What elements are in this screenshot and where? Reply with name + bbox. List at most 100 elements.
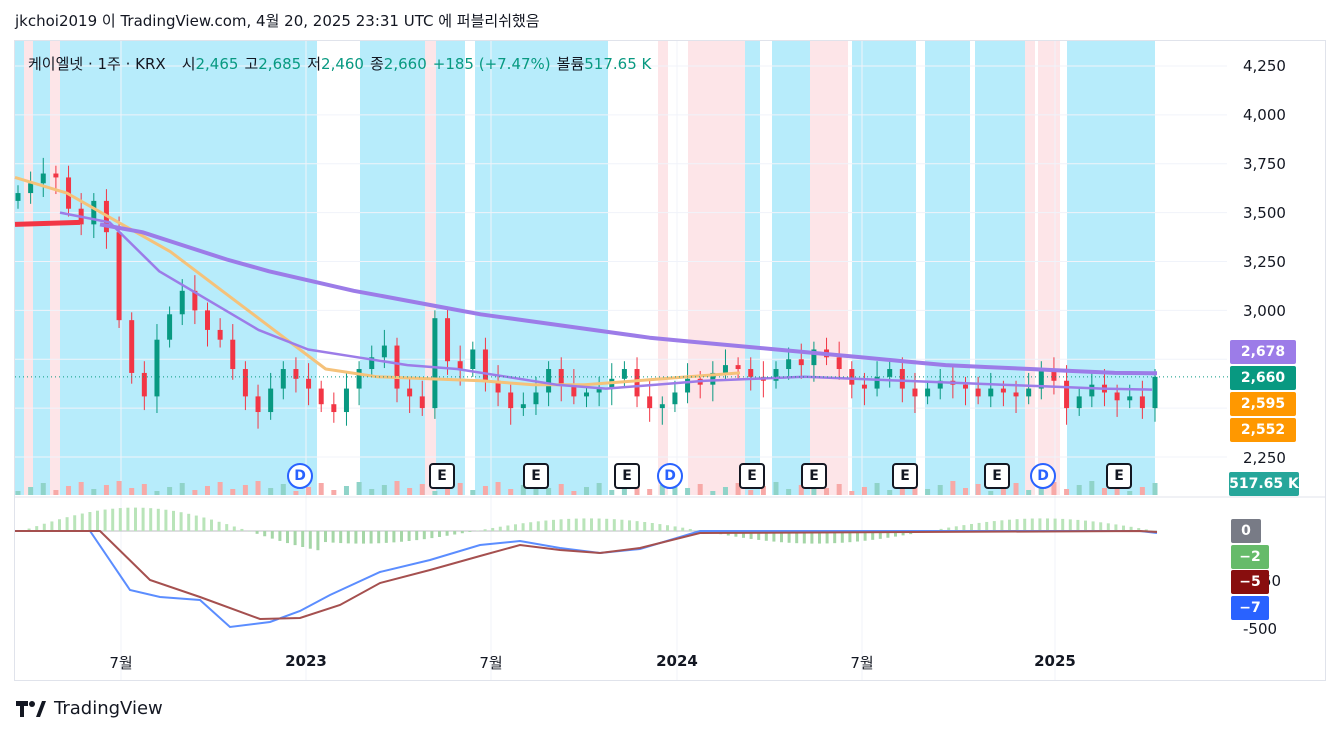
volume-bar xyxy=(748,490,754,495)
macd-histogram-bar xyxy=(894,531,897,537)
macd-histogram-bar xyxy=(225,524,229,531)
earnings-event-icon[interactable]: E xyxy=(739,463,765,489)
highlight-band xyxy=(475,41,608,495)
candle-body xyxy=(899,369,905,389)
candle-body xyxy=(419,396,425,409)
macd-histogram-bar xyxy=(818,531,821,544)
macd-histogram-bar xyxy=(483,529,487,531)
candle-body xyxy=(268,388,274,413)
highlight-band xyxy=(658,41,668,495)
candle-body xyxy=(874,376,880,389)
macd-histogram-bar xyxy=(377,531,381,544)
macd-histogram-bar xyxy=(270,531,274,539)
macd-histogram-bar xyxy=(498,526,502,531)
macd-histogram-bar xyxy=(187,513,191,531)
candle-body xyxy=(482,349,488,381)
candle-body xyxy=(1064,380,1070,409)
earnings-event-icon[interactable]: E xyxy=(1106,463,1132,489)
macd-histogram-bar xyxy=(339,531,343,544)
volume-bar xyxy=(508,489,514,495)
candle-body xyxy=(141,372,147,397)
volume-bar xyxy=(470,490,476,495)
candle-body xyxy=(495,380,501,393)
volume-bar xyxy=(1101,488,1107,495)
volume-bar xyxy=(495,482,501,495)
volume-bar xyxy=(293,491,299,495)
macd-histogram-bar xyxy=(878,531,882,539)
macd-histogram-bar xyxy=(286,531,289,544)
high-label: 고 xyxy=(244,55,259,73)
candle-body xyxy=(1139,396,1145,409)
macd-histogram-bar xyxy=(210,519,213,531)
macd-histogram-bar xyxy=(42,523,46,531)
volume-bar xyxy=(773,482,779,495)
macd-histogram-bar xyxy=(194,515,198,531)
candle-body xyxy=(15,193,21,201)
macd-histogram-bar xyxy=(65,517,69,531)
close-label: 종 xyxy=(369,55,384,73)
volume-bar xyxy=(697,484,703,495)
candle-body xyxy=(659,404,665,409)
symbol-name[interactable]: 케이엘넷 · 1주 · KRX xyxy=(28,55,166,73)
macd-histogram-bar xyxy=(1053,518,1057,531)
dividend-event-icon[interactable]: D xyxy=(657,463,683,489)
volume-bar xyxy=(103,485,109,495)
macd-histogram-bar xyxy=(688,528,692,531)
macd-histogram-bar xyxy=(156,508,160,531)
candle-body xyxy=(1089,384,1095,397)
macd-histogram-bar xyxy=(118,508,122,531)
candle-body xyxy=(205,310,210,330)
macd-histogram-bar xyxy=(787,531,791,543)
earnings-event-icon[interactable]: E xyxy=(892,463,918,489)
macd-histogram-bar xyxy=(544,520,548,531)
tradingview-logo[interactable]: TradingView xyxy=(16,698,163,719)
macd-histogram-bar xyxy=(810,531,814,544)
volume-bar xyxy=(685,488,691,495)
volume-bar xyxy=(369,489,375,495)
highlight-band xyxy=(425,41,436,495)
candle-body xyxy=(634,369,640,397)
volume-bar xyxy=(1038,486,1044,495)
earnings-event-icon[interactable]: E xyxy=(523,463,549,489)
volume-bar xyxy=(1152,483,1158,495)
macd-histogram-bar xyxy=(232,526,236,531)
earnings-event-icon[interactable]: E xyxy=(984,463,1010,489)
price-tick-4250: 4,250 xyxy=(1243,57,1286,75)
macd-histogram-bar xyxy=(962,525,966,531)
macd-histogram-bar xyxy=(346,531,350,544)
publish-info: jkchoi2019 이 TradingView.com, 4월 20, 202… xyxy=(15,12,540,30)
macd-histogram-bar xyxy=(1068,519,1072,531)
ma-long-badge: 2,678 xyxy=(1230,340,1296,364)
chart-frame[interactable] xyxy=(14,40,1326,681)
price-tick-3750: 3,750 xyxy=(1243,155,1286,173)
dividend-event-icon[interactable]: D xyxy=(287,463,313,489)
earnings-event-icon[interactable]: E xyxy=(801,463,827,489)
earnings-event-icon[interactable]: E xyxy=(429,463,455,489)
candle-body xyxy=(571,384,577,397)
highlight-band xyxy=(810,41,848,495)
brand-name: TradingView xyxy=(54,698,163,719)
time-tick-jul-2022: 7월 xyxy=(109,654,133,672)
highlight-band xyxy=(688,41,745,495)
macd-histogram-bar xyxy=(1030,518,1034,531)
macd-histogram-bar xyxy=(96,510,99,531)
candle-body xyxy=(861,384,867,389)
candle-body xyxy=(470,349,476,370)
volume-bar xyxy=(343,486,349,495)
highlight-band xyxy=(925,41,970,495)
candle-body xyxy=(40,173,46,184)
earnings-event-icon[interactable]: E xyxy=(614,463,640,489)
macd-histogram-bar xyxy=(992,521,996,531)
ma-long-line xyxy=(99,222,1158,376)
candle-body xyxy=(912,388,918,397)
candle-body xyxy=(331,404,337,413)
candle-body xyxy=(242,369,248,397)
macd-histogram-bar xyxy=(460,531,464,534)
candle-body xyxy=(53,173,59,178)
volume-bar xyxy=(154,491,160,495)
time-tick-2025: 2025 xyxy=(1034,652,1076,670)
candle-body xyxy=(343,388,349,413)
macd-signal-line xyxy=(15,529,1158,621)
dividend-event-icon[interactable]: D xyxy=(1030,463,1056,489)
